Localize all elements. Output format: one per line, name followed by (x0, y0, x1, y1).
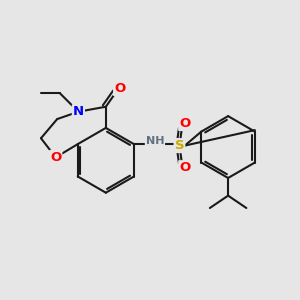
Text: N: N (73, 105, 84, 118)
Text: NH: NH (146, 136, 164, 146)
Text: O: O (179, 161, 190, 174)
Text: S: S (175, 139, 184, 152)
Text: O: O (114, 82, 125, 95)
Text: O: O (179, 117, 190, 130)
Text: O: O (50, 151, 61, 164)
